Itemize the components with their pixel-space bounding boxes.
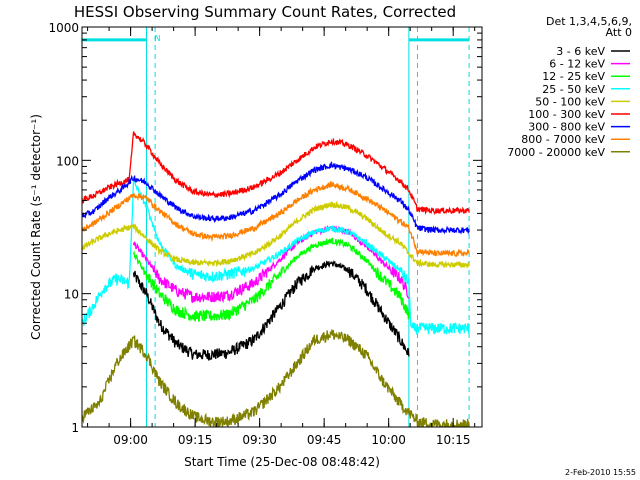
legend-entry-label: 3 - 6 keV [556,45,605,58]
series-line [132,259,410,361]
series-line [133,237,410,322]
plot-frame [81,26,483,428]
legend-entry-label: 100 - 300 keV [528,108,605,121]
y-tick-label: 10 [64,288,79,302]
series-group [82,131,470,427]
x-tick-label: 09:45 [307,433,342,447]
chart-title: HESSI Observing Summary Count Rates, Cor… [74,3,456,21]
legend-entry-label: 6 - 12 keV [549,58,605,71]
series-line [82,131,470,215]
flag-bar-label: N [155,34,161,43]
x-tick-label: 09:00 [113,433,148,447]
time-markers: N [82,27,470,427]
y-axis-label: Corrected Count Rate (s⁻¹ detector⁻¹) [29,114,43,340]
legend-entry-label: 300 - 800 keV [528,121,605,134]
y-tick-label: 1000 [48,21,79,35]
render-timestamp: 2-Feb-2010 15:55 [565,468,636,477]
x-tick-label: 09:30 [242,433,277,447]
legend-entry-label: 800 - 7000 keV [521,133,605,146]
legend-entry-label: 25 - 50 keV [542,83,605,96]
series-line [82,161,470,235]
x-tick-label: 10:00 [371,433,406,447]
legend-entry-label: 7000 - 20000 keV [507,146,605,159]
y-axis: 1 10 100 1000 [48,21,482,435]
series-line [82,179,470,335]
legend-header: Att 0 [606,26,632,39]
series-line [82,181,470,258]
x-tick-label: 10:15 [436,433,471,447]
x-tick-label: 09:15 [178,433,213,447]
y-tick-label: 1 [71,421,79,435]
series-line [82,200,470,269]
series-line [82,329,470,427]
legend-header: Det 1,3,4,5,6,9, [546,15,632,28]
x-axis-label: Start Time (25-Dec-08 08:48:42) [184,455,380,469]
legend-entry-label: 12 - 25 keV [542,70,605,83]
x-axis: 09:00 09:15 09:30 09:45 10:00 10:15 [87,27,476,447]
y-tick-label: 100 [56,154,79,168]
legend-entry-label: 50 - 100 keV [535,95,605,108]
